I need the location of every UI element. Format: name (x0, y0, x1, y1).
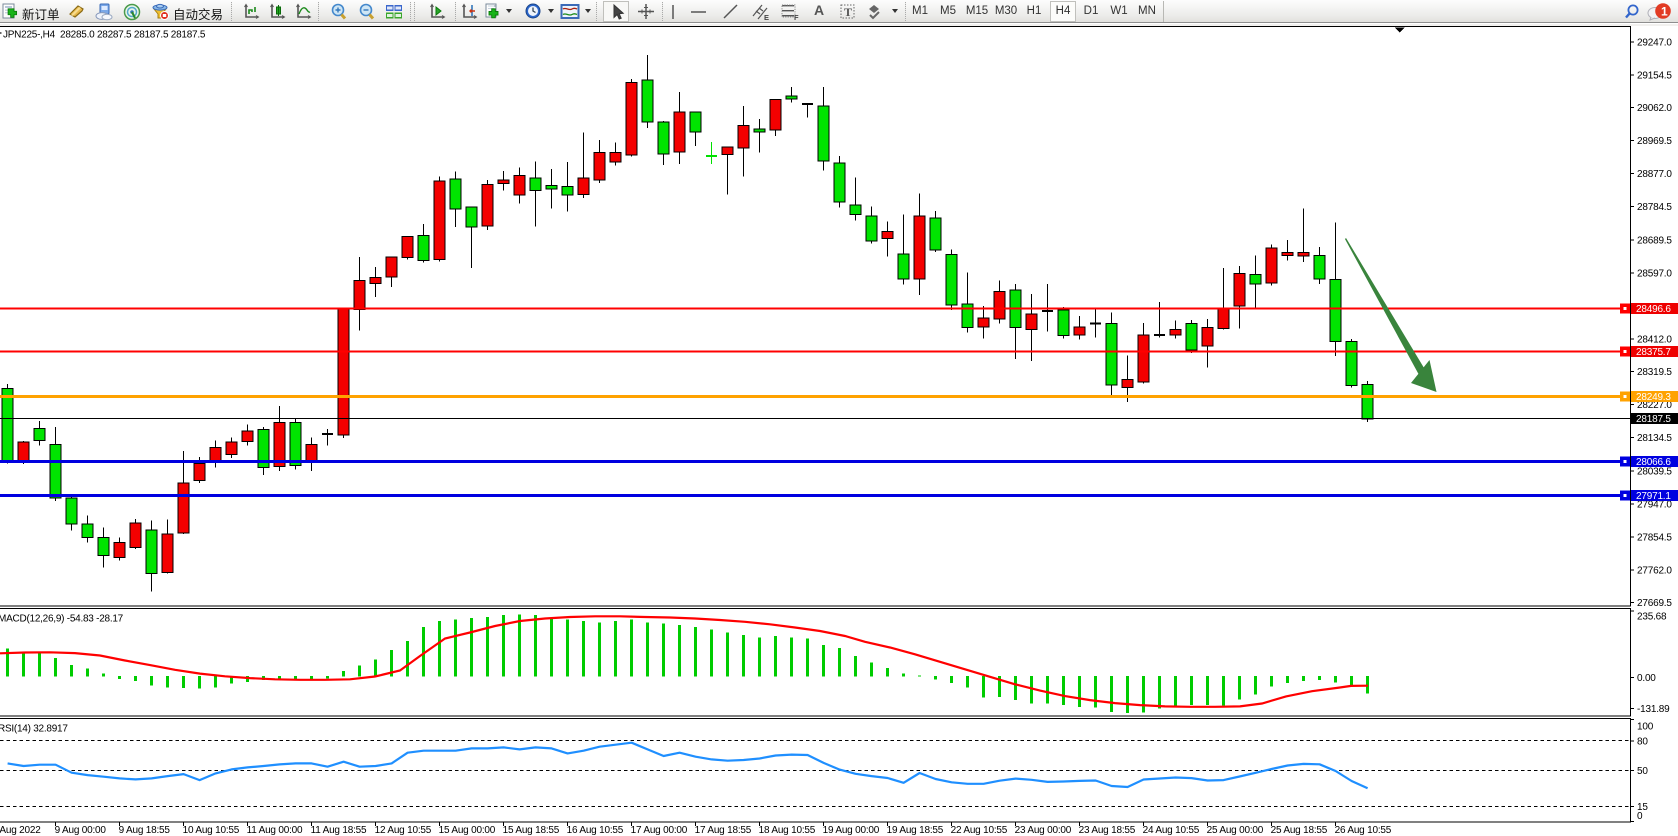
svg-text:28877.0: 28877.0 (1637, 169, 1672, 180)
svg-text:15 Aug 18:55: 15 Aug 18:55 (503, 825, 560, 836)
svg-text:9 Aug 18:55: 9 Aug 18:55 (119, 825, 171, 836)
svg-text:0.00: 0.00 (1637, 673, 1656, 684)
svg-text:80: 80 (1637, 737, 1648, 748)
svg-text:E: E (764, 13, 769, 21)
svg-text:11 Aug 18:55: 11 Aug 18:55 (311, 825, 367, 836)
svg-text:25 Aug 00:00: 25 Aug 00:00 (1207, 825, 1264, 836)
svg-text:23 Aug 18:55: 23 Aug 18:55 (1079, 825, 1136, 836)
svg-text:27669.5: 27669.5 (1637, 598, 1672, 609)
svg-text:23 Aug 00:00: 23 Aug 00:00 (1015, 825, 1072, 836)
svg-text:8 Aug 2022: 8 Aug 2022 (0, 825, 41, 836)
svg-text:RSI(14) 32.8917: RSI(14) 32.8917 (0, 724, 68, 735)
svg-text:28412.0: 28412.0 (1637, 334, 1672, 345)
svg-text:T: T (844, 5, 852, 19)
svg-text:19 Aug 18:55: 19 Aug 18:55 (887, 825, 944, 836)
svg-text:28375.7: 28375.7 (1636, 347, 1671, 358)
svg-text:25 Aug 18:55: 25 Aug 18:55 (1271, 825, 1328, 836)
svg-text:28597.0: 28597.0 (1637, 269, 1672, 280)
svg-text:28496.6: 28496.6 (1636, 304, 1671, 315)
svg-text:28784.5: 28784.5 (1637, 202, 1672, 213)
svg-text:JPN225-,H4 28285.0 28287.5 28: JPN225-,H4 28285.0 28287.5 28187.5 28187… (3, 30, 206, 41)
svg-text:100: 100 (1637, 721, 1654, 732)
svg-text:27762.0: 27762.0 (1637, 565, 1672, 576)
svg-text:28319.5: 28319.5 (1637, 367, 1672, 378)
svg-text:9 Aug 00:00: 9 Aug 00:00 (55, 825, 107, 836)
svg-text:29062.0: 29062.0 (1637, 103, 1672, 114)
svg-text:27854.5: 27854.5 (1637, 532, 1672, 543)
svg-text:1: 1 (1661, 5, 1668, 19)
svg-text:28187.5: 28187.5 (1636, 414, 1671, 425)
svg-text:11 Aug 00:00: 11 Aug 00:00 (247, 825, 303, 836)
svg-text:10 Aug 10:55: 10 Aug 10:55 (183, 825, 240, 836)
svg-text:15 Aug 00:00: 15 Aug 00:00 (439, 825, 496, 836)
svg-text:27971.1: 27971.1 (1636, 491, 1671, 502)
svg-text:28227.0: 28227.0 (1637, 400, 1672, 411)
svg-text:0: 0 (1637, 811, 1643, 822)
svg-text:MACD(12,26,9) -54.83 -28.17: MACD(12,26,9) -54.83 -28.17 (0, 614, 124, 625)
svg-text:15: 15 (1637, 802, 1648, 813)
svg-text:50: 50 (1637, 766, 1648, 777)
svg-text:28689.5: 28689.5 (1637, 236, 1672, 247)
svg-text:16 Aug 10:55: 16 Aug 10:55 (567, 825, 624, 836)
svg-text:17 Aug 18:55: 17 Aug 18:55 (695, 825, 752, 836)
svg-text:235.68: 235.68 (1637, 611, 1667, 622)
svg-text:29247.0: 29247.0 (1637, 38, 1672, 49)
svg-text:19 Aug 00:00: 19 Aug 00:00 (823, 825, 880, 836)
svg-text:29154.5: 29154.5 (1637, 70, 1672, 81)
svg-text:12 Aug 10:55: 12 Aug 10:55 (375, 825, 432, 836)
svg-text:-131.89: -131.89 (1637, 704, 1670, 715)
svg-text:28969.5: 28969.5 (1637, 136, 1672, 147)
svg-text:18 Aug 10:55: 18 Aug 10:55 (759, 825, 816, 836)
svg-text:F: F (794, 13, 799, 21)
svg-text:22 Aug 10:55: 22 Aug 10:55 (951, 825, 1008, 836)
svg-text:26 Aug 10:55: 26 Aug 10:55 (1335, 825, 1392, 836)
svg-text:28134.5: 28134.5 (1637, 433, 1672, 444)
svg-text:28039.5: 28039.5 (1637, 467, 1672, 478)
svg-text:17 Aug 00:00: 17 Aug 00:00 (631, 825, 688, 836)
svg-text:28066.6: 28066.6 (1636, 457, 1671, 468)
svg-text:24 Aug 10:55: 24 Aug 10:55 (1143, 825, 1200, 836)
svg-text:28249.3: 28249.3 (1636, 392, 1671, 403)
svg-text:27947.0: 27947.0 (1637, 500, 1672, 511)
